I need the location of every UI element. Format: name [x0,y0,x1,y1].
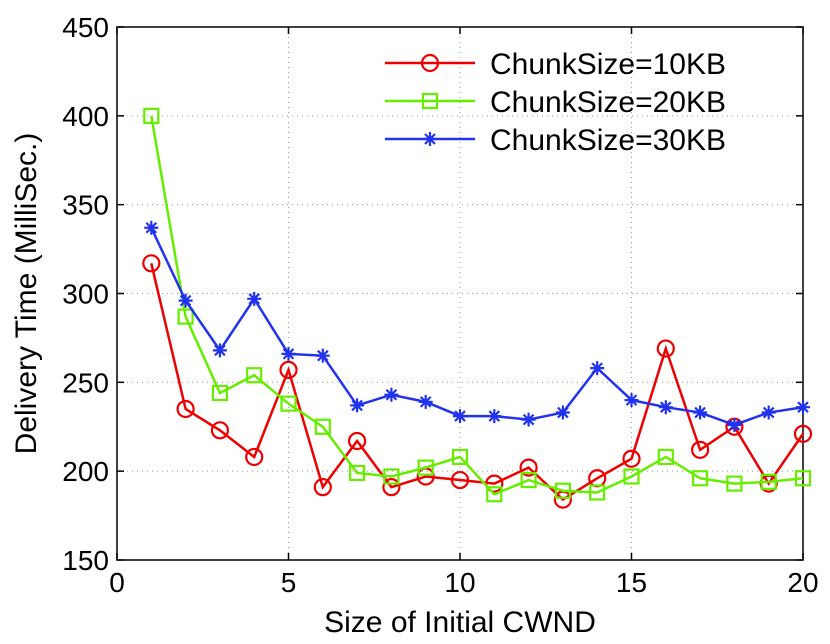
data-point [453,409,467,424]
data-point [382,478,401,497]
x-tick-label: 10 [444,567,475,598]
legend-item: ChunkSize=20KB [385,86,726,119]
data-point [657,448,674,466]
data-point [247,291,262,306]
data-point [315,348,330,363]
data-point [693,405,708,420]
data-point [590,361,605,376]
data-point [486,486,503,503]
data-point [589,484,606,501]
data-point [281,346,296,361]
legend-label: ChunkSize=30KB [490,124,726,157]
y-tick-label: 350 [62,190,109,221]
data-point [348,431,367,451]
y-tick-label: 150 [62,545,109,576]
data-point [279,360,298,379]
series-line [150,227,804,427]
data-point [383,468,400,485]
data-point [211,384,228,402]
legend-item: ChunkSize=10KB [385,48,726,81]
data-point [143,107,160,124]
data-point [794,470,812,487]
legend-marker [421,92,439,110]
series-2 [143,107,812,503]
data-point [726,475,743,492]
legend-item: ChunkSize=30KB [385,124,726,157]
data-point [350,398,365,413]
data-point [690,440,710,459]
series-3 [144,220,810,432]
legend: ChunkSize=10KB ChunkSize=20KB ChunkSize=30… [385,48,726,157]
y-tick-label: 450 [62,12,109,43]
y-axis-title: Delivery Time (MilliSec.) [10,133,43,455]
data-point [176,399,195,419]
data-point [246,367,263,384]
y-tick-label: 250 [62,367,109,398]
data-point [521,412,536,427]
data-point [658,400,673,415]
data-point [519,458,538,477]
data-point [144,220,159,235]
data-point [177,308,194,325]
data-point [520,471,537,489]
data-point [212,343,227,358]
data-point [280,395,297,412]
data-point [178,293,193,308]
data-point [245,447,264,467]
data-point [554,482,572,499]
x-tick-label: 0 [109,567,125,598]
y-tick-label: 200 [62,456,109,487]
x-tick-label: 20 [787,567,818,598]
data-point [624,393,639,408]
legend-label: ChunkSize=20KB [490,86,726,119]
legend-marker [423,132,437,146]
data-point [622,449,641,468]
data-point [451,448,469,466]
data-point [314,418,331,435]
x-tick-label: 15 [616,567,647,598]
data-point [796,400,810,415]
data-point [349,464,366,482]
data-series [142,107,813,509]
axis-ticks: 0 5 10 15 20 150 200 250 300 350 400 450 [62,12,818,598]
data-point [555,405,570,420]
x-tick-label: 5 [281,567,297,598]
data-point [761,405,776,420]
series-line [150,263,805,502]
y-tick-label: 400 [62,101,109,132]
data-point [418,394,433,409]
data-point [487,409,502,424]
data-point [691,470,709,487]
series-line [150,115,804,496]
y-tick-label: 300 [62,279,109,310]
data-point [210,421,229,440]
data-point [485,474,504,493]
data-point [760,473,777,490]
data-point [450,470,470,490]
data-point [417,459,434,476]
legend-label: ChunkSize=10KB [490,48,726,81]
legend-marker [420,53,440,73]
data-point [727,417,742,432]
x-axis-title: Size of Initial CWND [324,606,596,639]
data-point [793,424,813,443]
data-point [142,254,161,273]
data-point [384,387,399,402]
data-point [313,478,332,497]
data-point [623,468,640,485]
data-point [656,339,675,358]
